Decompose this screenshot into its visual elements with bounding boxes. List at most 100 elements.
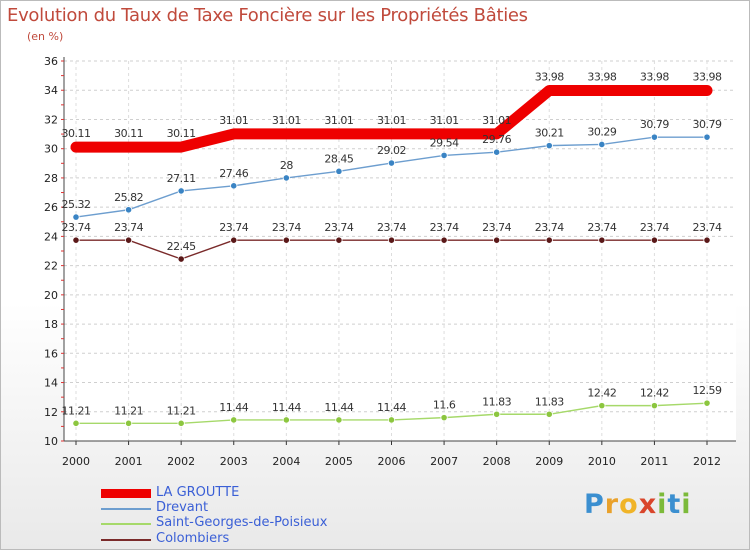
x-tick-label: 2011	[640, 455, 668, 468]
x-tick-label: 2004	[272, 455, 300, 468]
data-point	[493, 410, 501, 418]
data-label: 12.42	[587, 387, 616, 400]
data-label: 11.44	[377, 401, 406, 414]
data-label: 30.11	[167, 127, 196, 140]
series-line-la-groutte	[70, 85, 713, 153]
x-tick-label: 2012	[693, 455, 721, 468]
data-label: 11.83	[535, 395, 564, 408]
data-point	[650, 236, 659, 244]
data-label: 33.98	[640, 71, 669, 84]
data-point	[230, 182, 238, 190]
data-label: 33.98	[587, 71, 616, 84]
data-point	[177, 255, 185, 263]
data-label: 30.79	[693, 118, 722, 131]
data-point	[703, 399, 711, 407]
data-label: 28.45	[324, 152, 353, 165]
chart-title: Evolution du Taux de Taxe Foncière sur l…	[7, 5, 528, 26]
data-point	[703, 133, 711, 141]
x-tick-label: 2000	[62, 455, 90, 468]
data-label: 11.21	[114, 404, 143, 417]
legend-swatch	[101, 539, 151, 541]
data-label: 23.74	[430, 221, 459, 234]
data-point	[650, 133, 659, 141]
data-label: 11.44	[324, 401, 353, 414]
data-label: 23.74	[535, 221, 564, 234]
data-label: 11.21	[62, 404, 91, 417]
data-label: 23.74	[693, 221, 722, 234]
data-label: 31.01	[430, 114, 459, 127]
y-tick-label: 18	[44, 318, 58, 331]
data-point	[282, 174, 290, 182]
x-tick-label: 2003	[220, 455, 248, 468]
data-label: 31.01	[219, 114, 248, 127]
data-label: 30.29	[587, 125, 616, 138]
data-label: 23.74	[324, 221, 353, 234]
data-point	[387, 159, 396, 167]
data-point	[230, 236, 238, 244]
data-label: 29.76	[482, 133, 511, 146]
data-point	[598, 402, 606, 410]
data-label: 11.83	[482, 395, 511, 408]
data-label: 27.46	[219, 167, 248, 180]
data-label: 22.45	[167, 240, 196, 253]
data-label: 23.74	[272, 221, 301, 234]
y-axis-unit: (en %)	[27, 30, 64, 43]
data-point	[598, 140, 606, 149]
data-label: 29.02	[377, 144, 406, 157]
data-label: 11.21	[167, 404, 196, 417]
data-label: 23.74	[62, 221, 91, 234]
y-tick-label: 12	[44, 406, 58, 419]
y-tick-label: 30	[44, 143, 58, 156]
x-tick-label: 2001	[115, 455, 143, 468]
y-tick-label: 14	[44, 377, 58, 390]
data-point	[650, 402, 659, 410]
data-label: 27.11	[167, 172, 196, 185]
data-point	[177, 187, 185, 195]
data-point	[598, 236, 606, 244]
data-label: 30.21	[535, 127, 564, 140]
x-tick-label: 2010	[588, 455, 616, 468]
data-point	[72, 419, 80, 427]
data-point	[335, 236, 343, 244]
data-label: 11.44	[272, 401, 301, 414]
data-label: 30.11	[114, 127, 143, 140]
data-point	[282, 416, 290, 424]
plot-area	[64, 61, 736, 441]
data-label: 25.82	[114, 191, 143, 204]
y-tick-label: 32	[44, 113, 58, 126]
x-tick-label: 2005	[325, 455, 353, 468]
legend-label: LA GROUTTE	[156, 485, 240, 500]
data-label: 33.98	[693, 71, 722, 84]
data-point	[703, 236, 711, 244]
data-label: 12.42	[640, 387, 669, 400]
legend-swatch	[101, 489, 151, 498]
data-label: 23.74	[377, 221, 406, 234]
data-point	[124, 206, 133, 214]
data-label: 11.44	[219, 401, 248, 414]
data-point	[124, 419, 133, 427]
data-label: 23.74	[482, 221, 511, 234]
y-tick-label: 22	[44, 260, 58, 273]
data-label: 30.11	[62, 127, 91, 140]
data-point	[440, 236, 448, 244]
legend-swatch	[101, 523, 151, 525]
y-tick-label: 10	[44, 435, 58, 448]
legend-label: Drevant	[156, 500, 209, 515]
y-tick-label: 34	[44, 84, 58, 97]
data-point	[493, 148, 501, 156]
data-label: 31.01	[377, 114, 406, 127]
data-point	[545, 410, 553, 418]
legend-swatch	[101, 508, 151, 510]
data-point	[177, 419, 185, 427]
data-label: 31.01	[482, 114, 511, 127]
x-tick-label: 2008	[483, 455, 511, 468]
data-point	[440, 151, 448, 160]
data-label: 23.74	[219, 221, 248, 234]
data-label: 28	[280, 159, 293, 172]
data-point	[493, 236, 501, 244]
y-tick-label: 28	[44, 172, 58, 185]
data-point	[335, 167, 343, 175]
data-point	[335, 416, 343, 424]
